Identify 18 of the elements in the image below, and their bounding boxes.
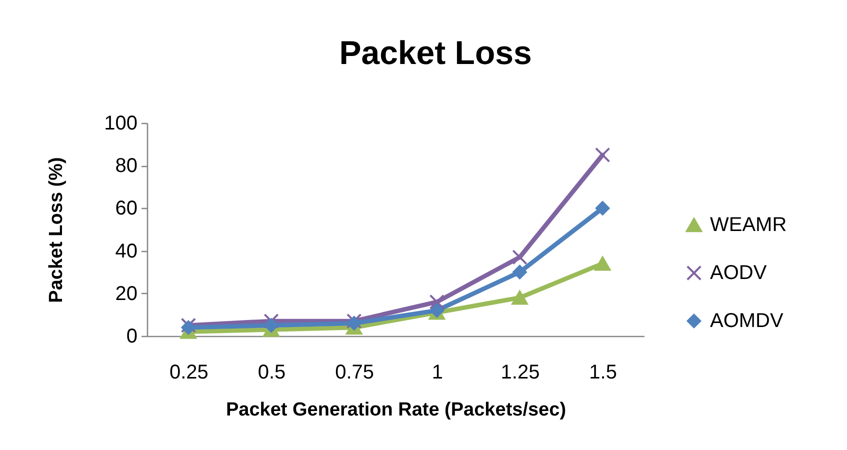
legend-label: AODV (710, 262, 768, 284)
chart-title: Packet Loss (339, 34, 532, 71)
y-axis-title: Packet Loss (%) (46, 157, 68, 303)
x-tick-label: 1.25 (500, 362, 540, 384)
x-tick-label: 1 (432, 362, 443, 384)
x-tick-label: 0.75 (335, 362, 374, 384)
x-axis-title: Packet Generation Rate (Packets/sec) (226, 400, 566, 420)
x-tick-label: 0.5 (258, 362, 286, 384)
y-tick-label: 20 (115, 282, 138, 305)
y-tick-label: 0 (126, 326, 138, 348)
x-tick-label: 1.5 (589, 362, 617, 384)
y-tick-label: 60 (115, 198, 138, 220)
x-tick-label: 0.25 (169, 362, 208, 384)
legend-label: WEAMR (710, 214, 787, 236)
y-tick-label: 40 (115, 240, 138, 262)
y-tick-label: 80 (115, 155, 138, 178)
y-tick-label: 100 (104, 112, 138, 134)
legend-label: AOMDV (710, 310, 784, 332)
